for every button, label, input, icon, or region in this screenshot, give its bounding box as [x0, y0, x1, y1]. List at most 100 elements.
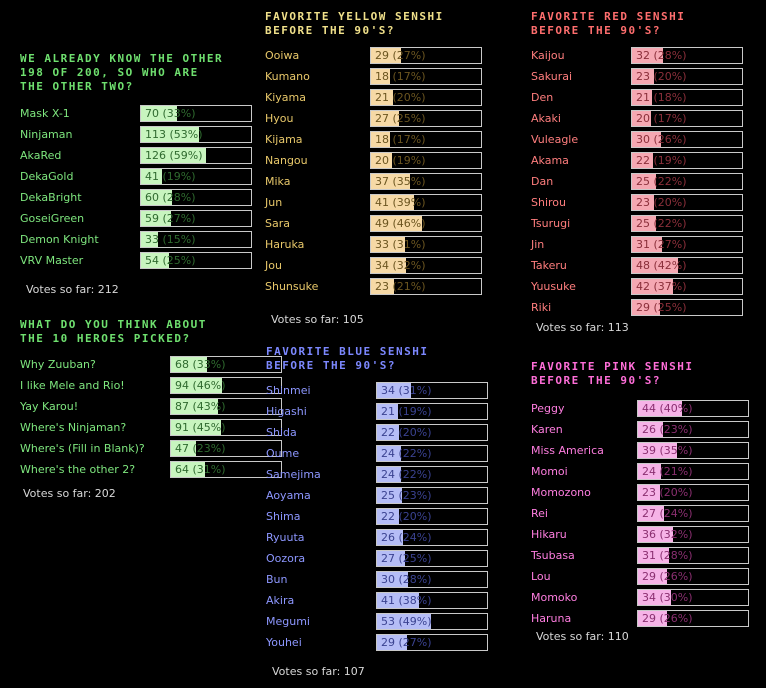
- poll-option-row[interactable]: VRV Master 54 (25%): [20, 251, 252, 272]
- poll-option-row[interactable]: Ninjaman 113 (53%): [20, 125, 252, 146]
- poll-option-row[interactable]: Mika 37 (35%): [265, 172, 495, 193]
- result-bar-fill: [377, 467, 402, 482]
- poll-option-row[interactable]: DekaBright 60 (28%): [20, 188, 252, 209]
- poll-option-row[interactable]: Bun 30 (28%): [266, 570, 496, 591]
- poll-option-row[interactable]: Nangou 20 (19%): [265, 151, 495, 172]
- poll-option-row[interactable]: Jou 34 (32%): [265, 256, 495, 277]
- result-value: 29 (27%): [381, 636, 432, 649]
- poll-option-row[interactable]: Higashi 21 (19%): [266, 402, 496, 423]
- poll-option-row[interactable]: Miss America 39 (35%): [531, 441, 756, 462]
- result-bar-fill: [371, 279, 395, 294]
- poll-option-row[interactable]: Takeru 48 (42%): [531, 256, 756, 277]
- poll-option-row[interactable]: Haruna 29 (26%): [531, 609, 756, 630]
- poll-option-row[interactable]: AkaRed 126 (59%): [20, 146, 252, 167]
- poll-option-row[interactable]: Where's Ninjaman? 91 (45%): [20, 418, 282, 439]
- poll-option-row[interactable]: Akaki 20 (17%): [531, 109, 756, 130]
- poll-option-row[interactable]: Kiyama 21 (20%): [265, 88, 495, 109]
- poll-option-row[interactable]: Why Zuuban? 68 (33%): [20, 355, 282, 376]
- poll-option-row[interactable]: Kaijou 32 (28%): [531, 46, 756, 67]
- poll-option-row[interactable]: Jun 41 (39%): [265, 193, 495, 214]
- poll-option-row[interactable]: DekaGold 41 (19%): [20, 167, 252, 188]
- poll-option-row[interactable]: Ryuuta 26 (24%): [266, 528, 496, 549]
- poll-option-row[interactable]: Karen 26 (23%): [531, 420, 756, 441]
- poll-option-row[interactable]: Hyou 27 (25%): [265, 109, 495, 130]
- poll-option-row[interactable]: Hikaru 36 (32%): [531, 525, 756, 546]
- poll-option-row[interactable]: Peggy 44 (40%): [531, 399, 756, 420]
- poll-option-row[interactable]: Megumi 53 (49%): [266, 612, 496, 633]
- result-bar-fill: [638, 569, 667, 584]
- result-bar-fill: [371, 237, 406, 252]
- poll-option-row[interactable]: Sakurai 23 (20%): [531, 67, 756, 88]
- poll-option-row[interactable]: Shunsuke 23 (21%): [265, 277, 495, 298]
- poll-option-row[interactable]: Tsurugi 25 (22%): [531, 214, 756, 235]
- poll-option-row[interactable]: Ooiwa 29 (27%): [265, 46, 495, 67]
- option-label: Mika: [265, 175, 291, 188]
- poll-option-row[interactable]: Momoko 34 (30%): [531, 588, 756, 609]
- poll-option-row[interactable]: Tsubasa 31 (28%): [531, 546, 756, 567]
- poll-option-row[interactable]: Oozora 27 (25%): [266, 549, 496, 570]
- poll-option-row[interactable]: Kumano 18 (17%): [265, 67, 495, 88]
- poll-option-row[interactable]: Yay Karou! 87 (43%): [20, 397, 282, 418]
- poll-option-row[interactable]: Shida 22 (20%): [266, 423, 496, 444]
- result-value: 33 (31%): [375, 238, 426, 251]
- poll-option-row[interactable]: Youhei 29 (27%): [266, 633, 496, 654]
- votes-count: Votes so far: 113: [536, 321, 629, 334]
- poll-option-row[interactable]: Haruka 33 (31%): [265, 235, 495, 256]
- poll-option-row[interactable]: Lou 29 (26%): [531, 567, 756, 588]
- option-label: Oume: [266, 447, 300, 460]
- poll-option-row[interactable]: Kijama 18 (17%): [265, 130, 495, 151]
- result-bar: 24 (22%): [376, 466, 488, 483]
- poll-option-row[interactable]: Where's (Fill in Blank)? 47 (23%): [20, 439, 282, 460]
- poll-option-row[interactable]: GoseiGreen 59 (27%): [20, 209, 252, 230]
- result-bar: 59 (27%): [140, 210, 252, 227]
- option-label: Kumano: [265, 70, 310, 83]
- result-bar-fill: [377, 383, 412, 398]
- poll-option-row[interactable]: Shinmei 34 (31%): [266, 381, 496, 402]
- option-label: Akaki: [531, 112, 561, 125]
- poll-option-row[interactable]: Mask X-1 70 (33%): [20, 104, 252, 125]
- option-label: Akira: [266, 594, 295, 607]
- poll-option-row[interactable]: Shirou 23 (20%): [531, 193, 756, 214]
- poll-option-row[interactable]: Vuleagle 30 (26%): [531, 130, 756, 151]
- poll-title: WHAT DO YOU THINK ABOUT THE 10 HEROES PI…: [20, 318, 207, 345]
- result-bar: 29 (27%): [370, 47, 482, 64]
- option-label: Jou: [265, 259, 282, 272]
- result-value: 41 (19%): [145, 170, 196, 183]
- result-bar-fill: [371, 69, 390, 84]
- poll-option-row[interactable]: Demon Knight 33 (15%): [20, 230, 252, 251]
- poll-option-row[interactable]: Yuusuke 42 (37%): [531, 277, 756, 298]
- poll-options: Shinmei 34 (31%) Higashi 21 (19%) Shida 22 (2…: [266, 381, 496, 654]
- result-bar-fill: [141, 232, 158, 247]
- poll-option-row[interactable]: Shima 22 (20%): [266, 507, 496, 528]
- poll-option-row[interactable]: Akira 41 (38%): [266, 591, 496, 612]
- poll-option-row[interactable]: Akama 22 (19%): [531, 151, 756, 172]
- poll-option-row[interactable]: Aoyama 25 (23%): [266, 486, 496, 507]
- option-label: Ooiwa: [265, 49, 300, 62]
- result-value: 113 (53%): [145, 128, 203, 141]
- poll-option-row[interactable]: Jin 31 (27%): [531, 235, 756, 256]
- result-value: 27 (25%): [381, 552, 432, 565]
- votes-count: Votes so far: 202: [23, 487, 116, 500]
- poll-option-row[interactable]: Dan 25 (22%): [531, 172, 756, 193]
- poll-option-row[interactable]: Den 21 (18%): [531, 88, 756, 109]
- poll-option-row[interactable]: Oume 24 (22%): [266, 444, 496, 465]
- result-bar: 20 (17%): [631, 110, 743, 127]
- poll-option-row[interactable]: I like Mele and Rio! 94 (46%): [20, 376, 282, 397]
- result-bar-fill: [638, 422, 664, 437]
- result-bar-fill: [377, 488, 403, 503]
- option-label: Nangou: [265, 154, 308, 167]
- poll-option-row[interactable]: Momoi 24 (21%): [531, 462, 756, 483]
- poll-option-row[interactable]: Where's the other 2? 64 (31%): [20, 460, 282, 481]
- poll-option-row[interactable]: Rei 27 (24%): [531, 504, 756, 525]
- poll-option-row[interactable]: Riki 29 (25%): [531, 298, 756, 319]
- result-bar: 29 (26%): [637, 610, 749, 627]
- result-value: 60 (28%): [145, 191, 196, 204]
- result-bar-fill: [377, 425, 399, 440]
- option-label: Hikaru: [531, 528, 567, 541]
- result-value: 30 (26%): [636, 133, 687, 146]
- result-value: 27 (24%): [642, 507, 693, 520]
- poll-option-row[interactable]: Sara 49 (46%): [265, 214, 495, 235]
- poll-option-row[interactable]: Samejima 24 (22%): [266, 465, 496, 486]
- poll-option-row[interactable]: Momozono 23 (20%): [531, 483, 756, 504]
- option-label: Youhei: [266, 636, 302, 649]
